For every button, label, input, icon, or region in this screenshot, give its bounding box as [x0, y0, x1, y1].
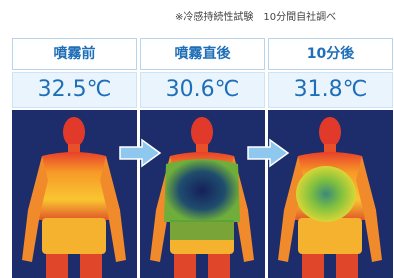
temperature: 30.6℃	[140, 72, 265, 108]
arrow	[246, 138, 290, 168]
column-header: 10分後	[268, 38, 393, 70]
temperature: 32.5℃	[12, 72, 137, 108]
thermal-image	[12, 110, 137, 278]
column-header: 噴霧前	[12, 38, 137, 70]
test-note: ※冷感持続性試験 10分間自社調べ	[175, 8, 336, 23]
page: ※冷感持続性試験 10分間自社調べ 噴霧前 32.5℃	[0, 0, 394, 278]
column-header: 噴霧直後	[140, 38, 265, 70]
thermal-image	[268, 110, 393, 278]
temperature: 31.8℃	[268, 72, 393, 108]
thermal-image	[140, 110, 265, 278]
arrow	[118, 138, 162, 168]
